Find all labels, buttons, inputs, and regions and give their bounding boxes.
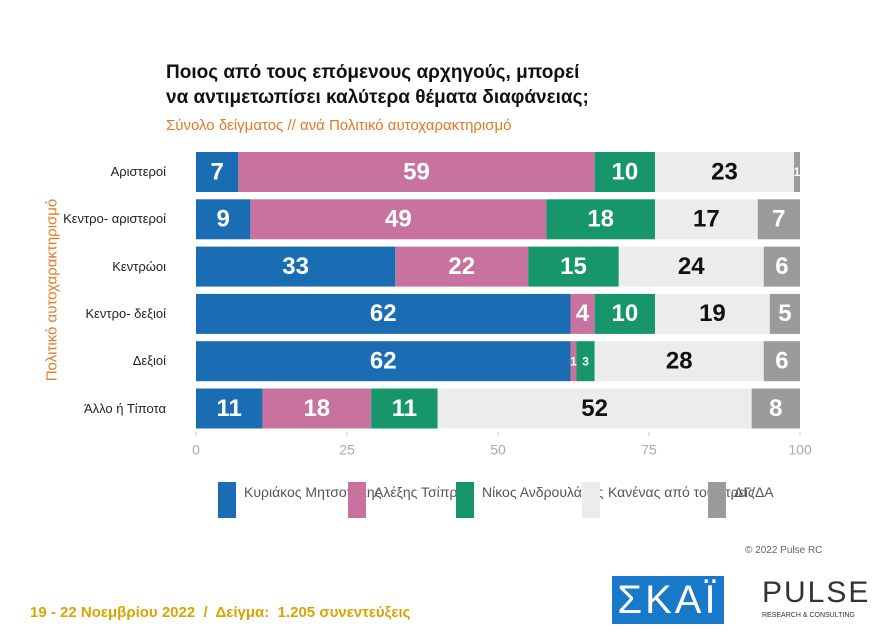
legend-swatch [218, 482, 236, 518]
category-label: Άλλο ή Τίποτα [83, 400, 166, 416]
bar-segment [655, 152, 794, 192]
bar-segment [371, 388, 438, 429]
data-label: 6 [775, 253, 788, 280]
data-label: 3 [582, 354, 589, 368]
data-label: 7 [772, 206, 785, 233]
legend-swatch [708, 482, 726, 518]
category-label: Κεντρο- δεξιοί [85, 305, 166, 321]
bar-segment [655, 199, 758, 240]
category-label: Δεξιοί [132, 353, 166, 369]
data-label: 8 [769, 395, 782, 422]
logo-right: PULSE [762, 576, 871, 609]
data-label: 10 [611, 158, 638, 185]
data-label: 52 [581, 395, 608, 422]
copyright: © 2022 Pulse RC [745, 545, 823, 556]
bar-segment [546, 199, 656, 240]
bar-segment [196, 341, 571, 382]
data-label: 5 [778, 300, 791, 327]
legend-swatch [456, 482, 474, 518]
bar-segment [196, 388, 263, 429]
bar-segment [196, 199, 251, 240]
bar-segment [437, 388, 752, 429]
bar-segment [262, 388, 372, 429]
x-tick-label: 75 [641, 442, 657, 458]
data-label: 18 [587, 206, 614, 233]
data-label: 22 [448, 253, 475, 280]
bar-segment [618, 246, 764, 287]
bar-segment [395, 246, 529, 287]
bar-segment [196, 246, 396, 287]
data-label: 33 [282, 253, 309, 280]
bar-segment [196, 152, 239, 192]
data-label: 15 [560, 253, 587, 280]
category-label: Αριστεροί [110, 164, 166, 179]
data-label: 9 [217, 206, 230, 233]
data-label: 1 [794, 165, 801, 179]
bar-segment [570, 341, 577, 382]
legend-swatch [348, 482, 366, 518]
bar-segment [655, 293, 770, 334]
bar-segment [570, 293, 595, 334]
data-label: 10 [611, 300, 638, 327]
data-label: 24 [678, 253, 705, 280]
category-label: Κεντρώοι [112, 258, 166, 274]
data-label: 59 [403, 158, 430, 185]
data-label: 19 [699, 300, 726, 327]
footer: 19 - 22 Νοεμβρίου 2022 / Δείγμα: 1.205 σ… [30, 604, 411, 621]
legend-label: Αλέξης Τσίπρας [374, 484, 473, 500]
data-label: 4 [576, 300, 590, 327]
chart-title: Ποιος από τους επόμενους αρχηγούς, μπορε… [166, 62, 589, 108]
bar-segment [751, 388, 800, 429]
bar-segment [757, 199, 800, 240]
data-label: 18 [303, 395, 330, 422]
bar-segment [763, 246, 800, 287]
x-tick-label: 25 [339, 442, 355, 458]
data-label: 28 [666, 348, 693, 375]
bar-segment [528, 246, 619, 287]
bar-segment [594, 152, 656, 192]
legend-label: Νίκος Ανδρουλάκης [482, 484, 604, 500]
data-label: 1 [570, 354, 577, 368]
legend-label: ΔΓ/ΔΑ [734, 484, 774, 500]
data-label: 6 [775, 348, 788, 375]
legend-swatch [582, 482, 600, 518]
logo-left: ΣΚΑΪ [612, 576, 724, 624]
data-label: 62 [370, 348, 397, 375]
bar-segment [763, 341, 800, 382]
x-tick-label: 0 [192, 442, 200, 458]
x-tick-label: 50 [490, 442, 506, 458]
legend-label: Κανένας από τους τρεις [608, 484, 755, 500]
data-label: 49 [385, 206, 412, 233]
bar-segment [576, 341, 595, 382]
category-label: Κεντρο- αριστεροί [63, 211, 166, 227]
bar-segment [769, 293, 800, 334]
data-label: 17 [693, 206, 720, 233]
chart-subtitle: Σύνολο δείγματος // ανά Πολιτικό αυτοχαρ… [166, 117, 512, 134]
x-tick-label: 100 [788, 442, 812, 458]
bar-segment [594, 341, 764, 382]
data-label: 23 [711, 158, 738, 185]
bar-segment [196, 293, 571, 334]
data-label: 11 [392, 395, 417, 422]
legend-label: Κυριάκος Μητσοτάκης [244, 484, 382, 500]
bar-segment [793, 152, 800, 192]
bar-segment [594, 293, 656, 334]
bar-segment [250, 199, 547, 240]
bar-segment [238, 152, 595, 192]
data-label: 7 [210, 158, 223, 185]
data-label: 62 [370, 300, 397, 327]
data-label: 11 [217, 395, 242, 422]
logo-right-sub: RESEARCH & CONSULTING [762, 612, 855, 619]
